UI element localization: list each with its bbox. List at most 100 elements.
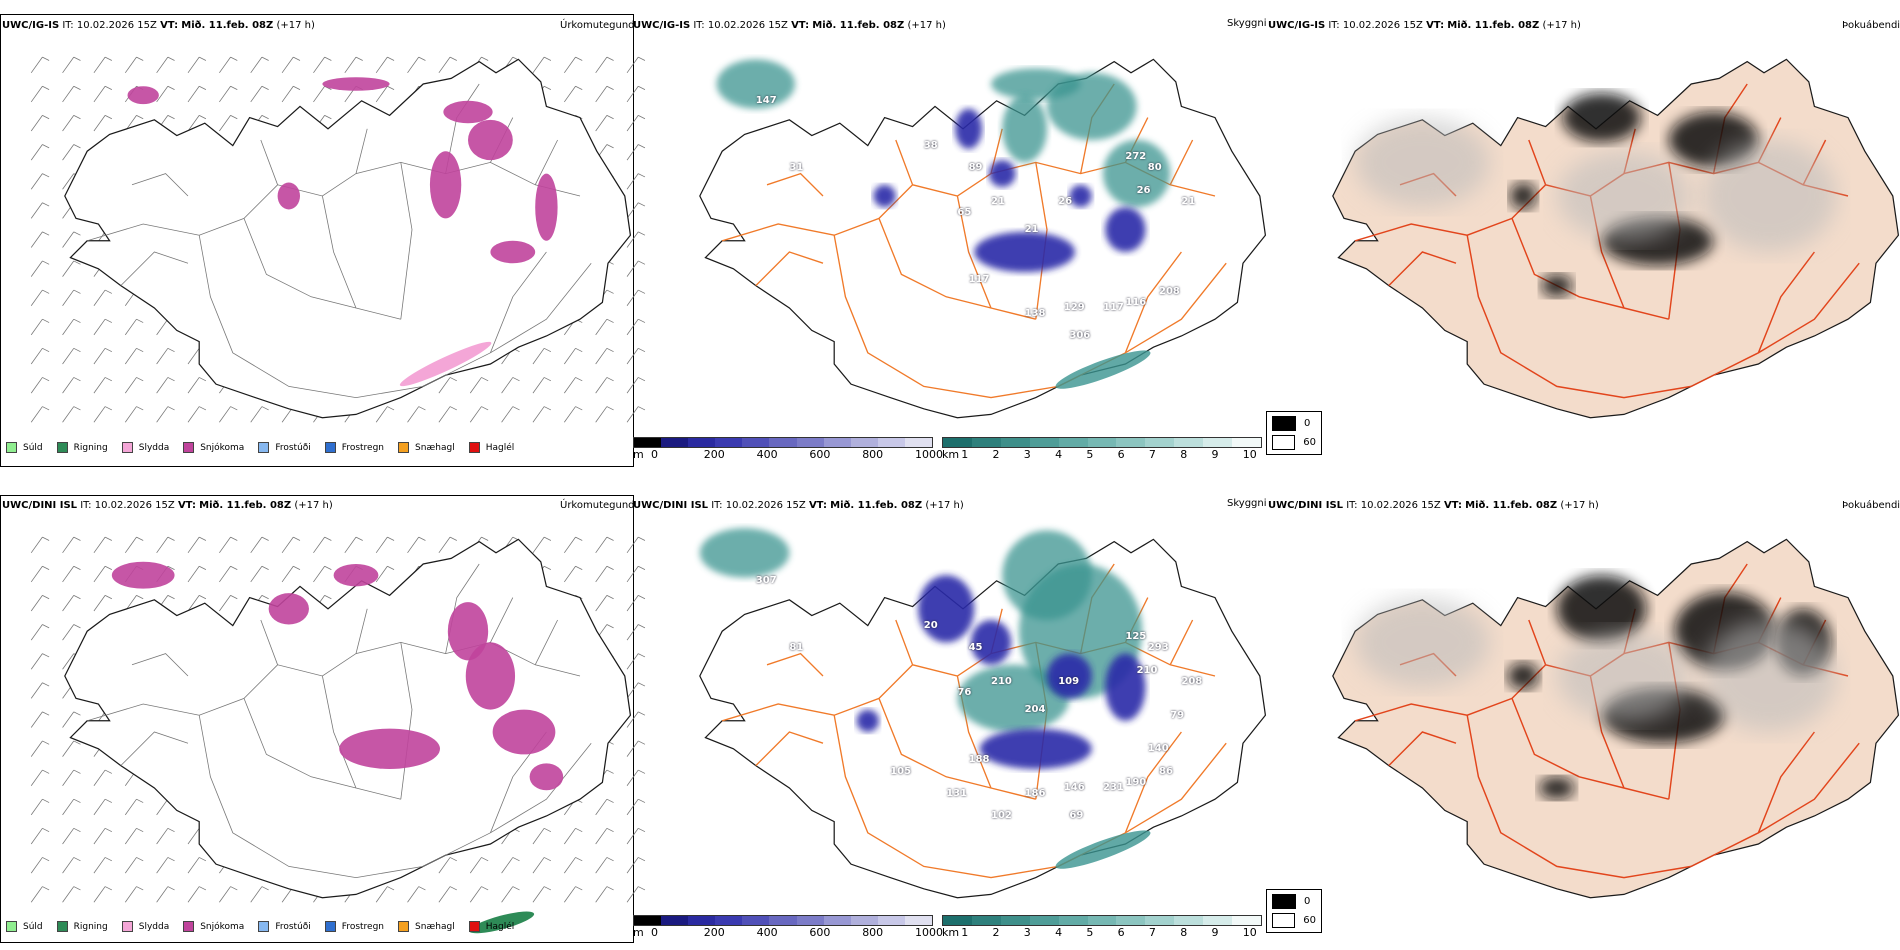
precip-legend-bottom-swatch-2 [121,921,133,932]
fog-legend-swatch-60 [1272,435,1296,450]
precip-legend-top-label-2: Slydda [138,442,170,453]
cbar-km-bottom-tick-1: 2 [992,926,1000,939]
cloud-height-label: 81 [789,642,804,654]
precip-legend-bottom-item-3: Snjókoma [183,921,244,932]
cbar-km-top-cell-2 [1000,438,1030,447]
cbar-km-bottom-tick-4: 5 [1086,926,1094,939]
cbar-km-top-tick-2: 3 [1023,448,1031,461]
precip-legend-bottom-item-0: Súld [6,921,43,932]
cloud-height-label: 129 [1063,302,1085,314]
cbar-m-top-tick-5: 1000 [915,448,943,461]
precip-legend-top-item-0: Súld [6,442,43,453]
cbar-km-top-tick-7: 8 [1180,448,1188,461]
precip-legend-bottom-item-4: Frostúði [258,921,311,932]
precip-legend-bottom-item-5: Frostregn [324,921,385,932]
precip-legend-bottom-swatch-4 [258,921,270,932]
precip-legend-bottom-label-5: Frostregn [341,921,385,932]
cbar-km-bottom-cell-0 [943,916,972,925]
precip-legend-top-item-6: Snæhagl [398,442,455,453]
cloud-height-label: 105 [890,765,912,777]
header-bottom-2: UWC/DINI ISL IT: 10.02.2026 15Z VT: Mið.… [633,500,964,511]
cloud-height-label: 21 [1024,224,1039,235]
cbar-km-bottom-tick-9: 10 [1242,926,1257,939]
cloud-height-label: 45 [968,642,983,654]
cbar-km-top-cell-3 [1029,438,1059,447]
precip-legend-top-label-5: Frostregn [341,442,385,453]
cbar-km-top-cell-0 [943,438,972,447]
cbar-km-bottom-cell-9 [1203,916,1233,925]
header-top-3: UWC/IG-IS IT: 10.02.2026 15Z VT: Mið. 11… [1268,20,1581,31]
precip-legend-bottom-label-6: Snæhagl [415,921,455,932]
precip-legend-top-swatch-0 [6,442,17,453]
cbar-km-bottom-tick-5: 6 [1117,926,1125,939]
precip-legend-bottom-swatch-1 [56,921,68,932]
cbar-m-top-tick-1: 200 [703,448,725,461]
cbar-km-bottom-cell-1 [971,916,1001,925]
cloud-height-label: 21 [1181,196,1196,207]
precip-type-title-bottom: Úrkomutegund [560,500,635,511]
fog-legend-swatch-60-b [1272,913,1296,928]
cbar-km-bottom-cell-3 [1029,916,1059,925]
precip-legend-bottom: Súld Rigning Slydda Snjókoma Frostúði Frostre… [6,921,528,932]
precip-legend-bottom-item-7: Haglél [468,921,515,932]
fog-legend-top: 0 60 [1266,411,1322,455]
cbar-km-top-tick-0: 1 [961,448,969,461]
cloud-height-label: 80 [1147,162,1162,174]
precip-legend-top-label-7: Haglél [485,442,515,453]
header-bottom-3: UWC/DINI ISL IT: 10.02.2026 15Z VT: Mið.… [1268,500,1599,511]
cbar-km-unit: km [942,448,960,461]
precip-legend-bottom-label-0: Súld [23,921,43,932]
cloud-height-label: 138 [1024,308,1046,319]
cloud-height-label: 79 [1170,709,1185,721]
cbar-km-bottom-tick-2: 3 [1023,926,1031,939]
precip-legend-bottom-label-2: Slydda [138,921,170,932]
cbar-m-top-cell-4 [742,438,770,447]
cloud-height-label: 38 [923,140,938,151]
cbar-m-top-cell-8 [850,438,878,447]
precip-legend-top-swatch-4 [258,442,270,453]
cbar-km-top-tick-9: 10 [1242,448,1257,461]
cbar-km-top-cell-10 [1232,438,1261,447]
cloud-height-label: 210 [991,676,1012,687]
header-bottom: UWC/DINI ISL IT: 10.02.2026 15Z VT: Mið.… [2,500,333,511]
header-top: UWC/IG-IS IT: 10.02.2026 15Z VT: Mið. 11… [2,20,315,31]
precip-legend-bottom-label-1: Rigning [73,921,108,932]
cloud-height-label: 208 [1159,285,1180,297]
cloud-height-label: 231 [1103,782,1124,794]
cloud-height-label: 20 [923,620,938,631]
cloud-height-label: 186 [1024,788,1046,799]
cbar-m-top-cell-5 [769,438,797,447]
cbar-km-top-tick-3: 4 [1055,448,1063,461]
cloud-height-label: 116 [1125,296,1147,308]
cloud-height-label: 146 [1063,782,1085,794]
cloud-height-label: 69 [1069,810,1084,822]
cbar-m-bottom-cell-3 [715,916,743,925]
precip-legend-top-item-4: Frostúði [258,442,311,453]
precip-legend-bottom-swatch-6 [398,921,410,932]
cbar-km-bottom-cell-10 [1232,916,1261,925]
cloud-title-bottom: Skyggni [1227,498,1267,509]
cbar-km-top-tick-6: 7 [1148,448,1156,461]
precip-legend-top-swatch-3 [183,442,195,453]
cloud-height-label: 204 [1024,704,1046,715]
precip-legend-bottom-label-3: Snjókoma [200,921,245,932]
precip-legend-top-label-6: Snæhagl [415,442,455,453]
cbar-km-bottom-cell-8 [1174,916,1204,925]
cbar-km-top-cell-9 [1203,438,1233,447]
cbar-m-unit-b: m [633,926,644,939]
cloud-height-label: 26 [1058,196,1073,207]
cbar-km-bottom-tick-3: 4 [1055,926,1063,939]
cbar-km-bottom-tick-8: 9 [1211,926,1219,939]
precip-legend-bottom-swatch-3 [183,921,195,932]
cbar-km-top-cell-6 [1116,438,1146,447]
cloud-height-label: 140 [1147,743,1169,755]
fog-title-bottom: Þokuábendi [1842,500,1900,511]
cbar-km-bottom-cell-4 [1058,916,1088,925]
cbar-m-bottom-cell-8 [850,916,878,925]
precip-legend-bottom-label-7: Haglél [485,921,515,932]
precip-type-title-top: Úrkomutegund [560,20,635,31]
cloud-height-label: 125 [1125,631,1147,643]
fog-legend-swatch-0 [1272,416,1296,431]
cbar-m-top-cell-0 [634,438,662,447]
cbar-km-bottom-tick-7: 8 [1180,926,1188,939]
